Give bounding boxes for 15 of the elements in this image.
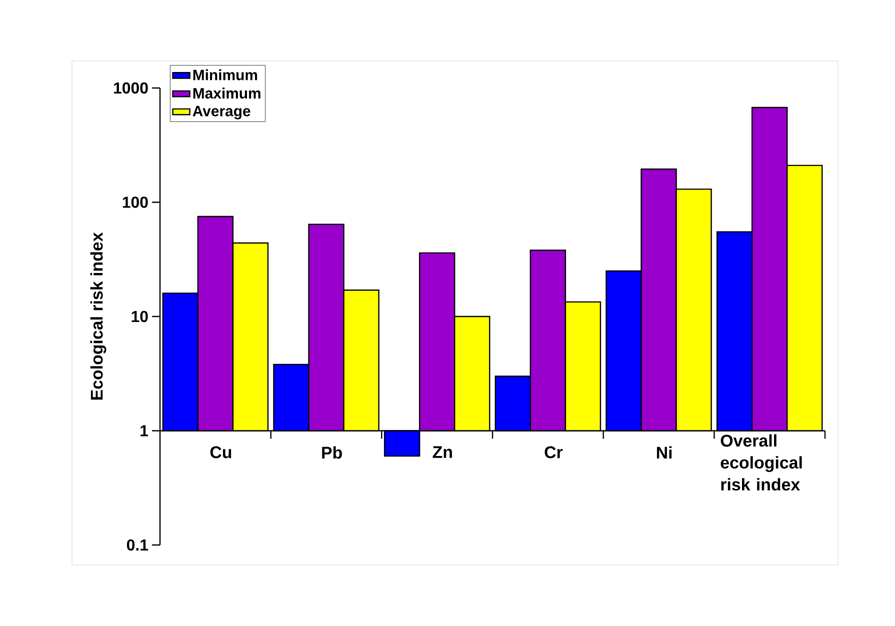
y-tick-label: 0.1	[126, 539, 148, 551]
y-axis-title: Ecological risk index	[90, 232, 106, 400]
x-tick-label: Ni	[656, 446, 672, 459]
y-tick-label: 1000	[114, 82, 148, 94]
y-tick-label: 10	[132, 310, 148, 322]
x-tick-label: Cu	[210, 446, 232, 458]
y-tick-label: 100	[122, 196, 148, 208]
x-tick-label: Overall ecological risk index	[720, 434, 802, 491]
legend-label: Maximum	[193, 88, 260, 99]
x-tick-label: Pb	[322, 446, 342, 459]
legend-label: Minimum	[193, 69, 258, 80]
x-tick-label: Zn	[432, 446, 452, 458]
x-tick-label: Cr	[544, 446, 563, 458]
y-tick-label: 1	[140, 425, 148, 436]
legend-label: Average	[192, 106, 250, 120]
